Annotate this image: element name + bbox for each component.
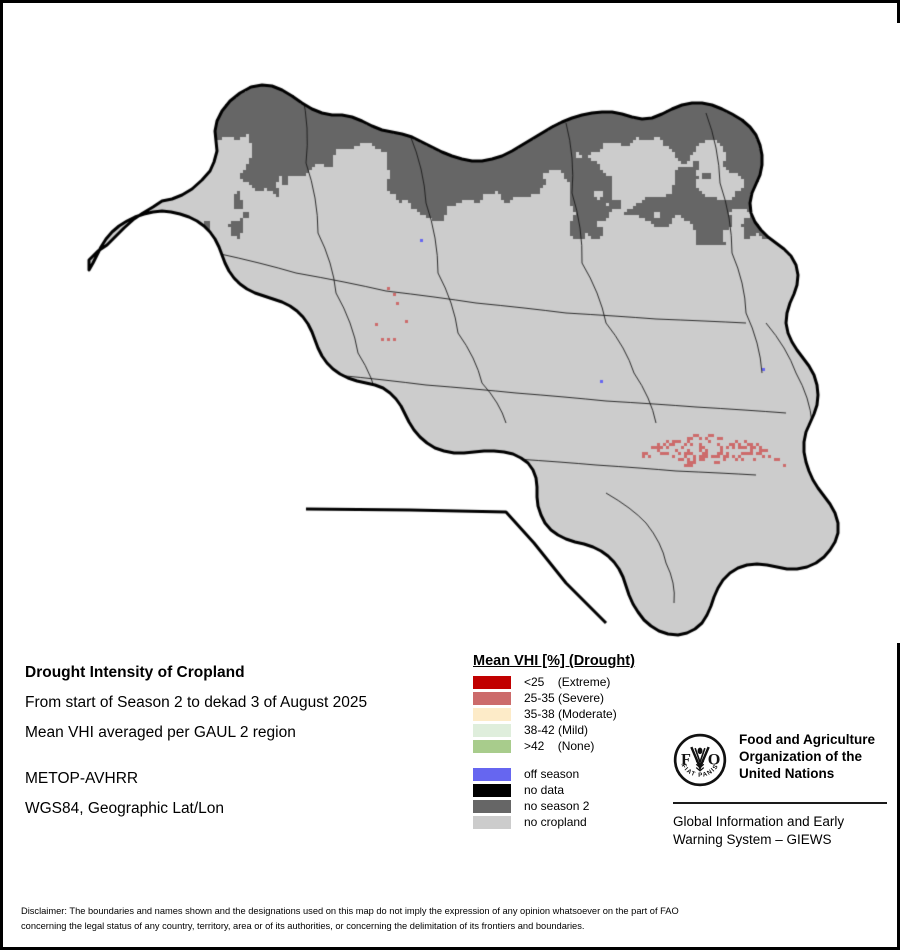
legend-item-extreme[interactable]: <25 (Extreme) [473,674,673,690]
description-spacer [25,748,455,764]
disclaimer-line-2: concerning the legal status of any count… [21,921,585,931]
legend-swatch-moderate [473,707,511,721]
legend-item-no-data[interactable]: no data [473,782,673,798]
legend: Mean VHI [%] (Drought) <25 (Extreme) 25-… [473,653,673,830]
svg-text:O: O [708,750,721,768]
legend-label-none: >42 (None) [524,738,595,753]
legend-label-no-season-2: no season 2 [524,798,590,813]
description-period: From start of Season 2 to dekad 3 of Aug… [25,694,368,711]
legend-swatch-no-cropland [473,815,511,829]
legend-swatch-none [473,739,511,753]
legend-swatch-severe [473,691,511,705]
legend-label-severe: 25-35 (Severe) [524,690,605,705]
fao-branding: F O FIAT PANIS Food and Agriculture Orga [673,731,888,849]
description-projection: WGS84, Geographic Lat/Lon [25,800,225,817]
giews-line2: Warning System – GIEWS [673,832,832,847]
legend-item-no-cropland[interactable]: no cropland [473,814,673,830]
legend-group-spacer [473,754,673,766]
description-aggregation: Mean VHI averaged per GAUL 2 region [25,724,296,741]
legend-label-moderate: 35-38 (Moderate) [524,706,617,721]
legend-item-off-season[interactable]: off season [473,766,673,782]
legend-label-no-data: no data [524,782,565,797]
legend-swatch-mild [473,723,511,737]
description-sensor: METOP-AVHRR [25,770,139,787]
legend-label-no-cropland: no cropland [524,814,587,829]
giews-label: Global Information and Early Warning Sys… [673,813,888,849]
legend-label-mild: 38-42 (Mild) [524,722,589,737]
legend-label-off-season: off season [524,766,580,781]
legend-swatch-off-season [473,767,511,781]
map-description: Drought Intensity of Cropland From start… [25,658,455,824]
fao-divider [673,802,887,804]
description-heading: Drought Intensity of Cropland [25,664,245,681]
fao-logo-icon: F O FIAT PANIS [673,733,727,792]
legend-swatch-no-data [473,783,511,797]
disclaimer-line-1: Disclaimer: The boundaries and names sho… [21,906,679,916]
legend-label-extreme: <25 (Extreme) [524,674,611,689]
legend-title: Mean VHI [%] (Drought) [473,653,635,669]
legend-item-mild[interactable]: 38-42 (Mild) [473,722,673,738]
fao-name-line3: United Nations [739,766,835,781]
legend-item-no-season-2[interactable]: no season 2 [473,798,673,814]
giews-line1: Global Information and Early [673,814,845,829]
legend-swatch-extreme [473,675,511,689]
map-image[interactable] [6,23,900,643]
fao-organization-name: Food and Agriculture Organization of the… [739,731,875,782]
legend-swatch-no-season-2 [473,799,511,813]
legend-item-severe[interactable]: 25-35 (Severe) [473,690,673,706]
disclaimer: Disclaimer: The boundaries and names sho… [21,904,883,934]
fao-name-line2: Organization of the [739,749,862,764]
fao-name-line1: Food and Agriculture [739,732,875,747]
legend-item-moderate[interactable]: 35-38 (Moderate) [473,706,673,722]
svg-text:F: F [681,750,691,768]
map-raster-canvas[interactable] [6,23,900,643]
legend-item-none[interactable]: >42 (None) [473,738,673,754]
